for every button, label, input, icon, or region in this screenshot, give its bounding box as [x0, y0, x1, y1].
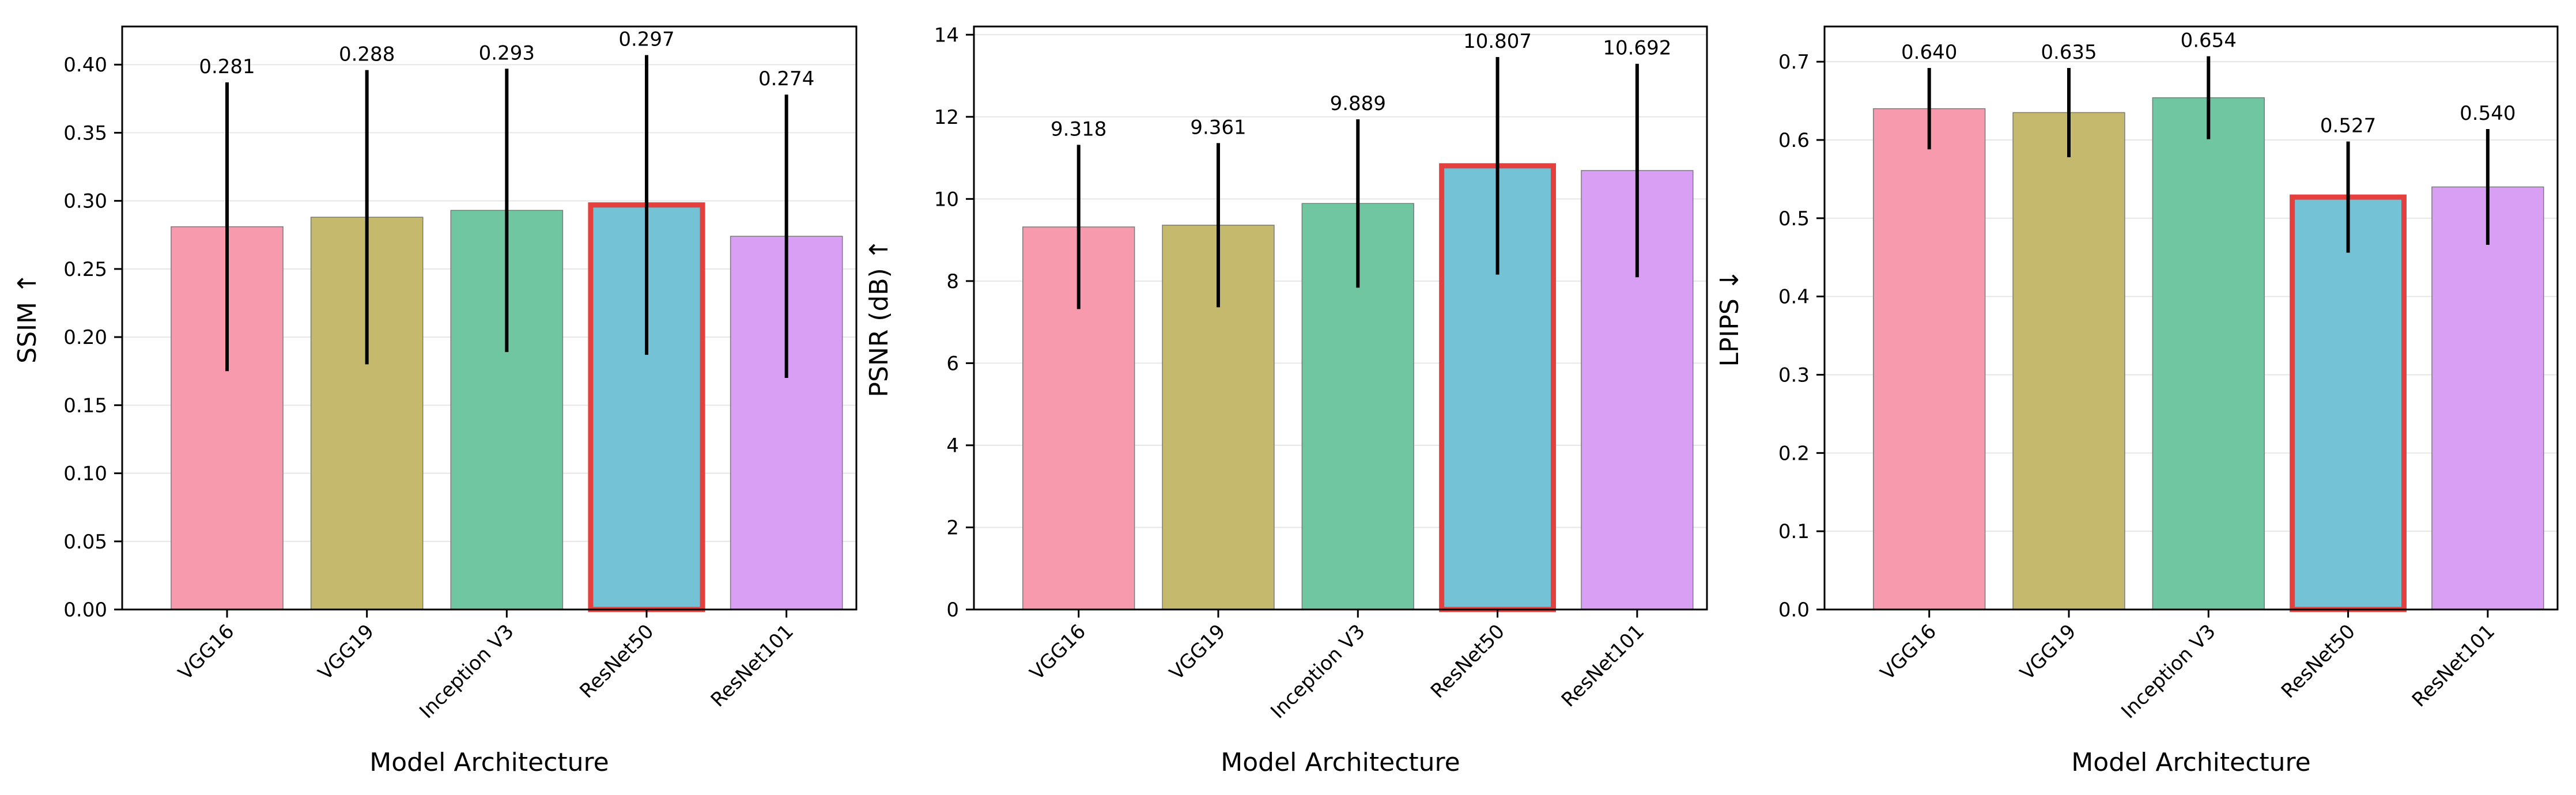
data-label: 0.640 [1901, 41, 1957, 64]
data-label: 9.889 [1330, 92, 1386, 115]
y-tick-label: 4 [946, 434, 959, 457]
x-axis-label: Model Architecture [2071, 748, 2310, 777]
data-label: 0.274 [758, 67, 814, 90]
y-tick-label: 0.2 [1778, 442, 1810, 465]
y-tick-label: 0.35 [63, 122, 107, 145]
y-tick-label: 0.4 [1778, 286, 1810, 309]
x-tick-label: Inception V3 [2117, 620, 2220, 723]
data-label: 0.297 [618, 28, 674, 51]
x-tick-label: VGG19 [313, 620, 379, 685]
x-tick-label: ResNet50 [2277, 620, 2360, 703]
data-label: 0.281 [199, 55, 255, 78]
data-label: 0.635 [2041, 41, 2097, 64]
axes-frame [1823, 25, 2559, 611]
y-axis-label: PSNR (dB) ↑ [864, 238, 894, 397]
x-tick-label: Inception V3 [415, 620, 518, 723]
y-tick-label: 0.00 [63, 599, 107, 622]
bar-resnet50 [2290, 194, 2407, 612]
data-label: 0.288 [339, 43, 395, 66]
axes-frame [973, 25, 1708, 611]
y-axis-label: LPIPS ↓ [1715, 269, 1744, 366]
x-axis-label: Model Architecture [1221, 748, 1460, 777]
bar-inception-v3 [2152, 97, 2265, 610]
y-tick-label: 10 [934, 188, 959, 211]
y-tick-label: 12 [934, 106, 959, 129]
y-tick-label: 0.20 [63, 326, 107, 349]
x-axis-label: Model Architecture [369, 748, 609, 777]
y-tick-label: 0.15 [63, 394, 107, 417]
bar-resnet101 [2431, 186, 2544, 610]
y-tick-label: 2 [946, 516, 959, 539]
data-label: 0.540 [2460, 102, 2515, 125]
bar-vgg19 [2012, 112, 2125, 610]
y-tick-label: 0.5 [1778, 207, 1810, 230]
chart-panel-2: 9.318 9.361 9.889 10.807 10.692 0 2 4 6 8 10 12 14 VG… [864, 24, 1708, 777]
data-label: 0.654 [2181, 29, 2237, 52]
y-tick-label: 0.30 [63, 190, 107, 213]
y-tick-label: 0.40 [63, 54, 107, 77]
y-axis-label: SSIM ↑ [13, 272, 42, 364]
y-tick-label: 14 [934, 24, 959, 47]
x-tick-label: ResNet50 [1426, 620, 1509, 703]
x-tick-label: VGG16 [1025, 620, 1090, 685]
x-tick-label: ResNet101 [2408, 620, 2499, 711]
y-tick-label: 0.05 [63, 531, 107, 554]
chart-panel-1: 0.281 0.288 0.293 0.297 0.274 0.00 0.05 0.10 0.1… [13, 25, 858, 777]
y-tick-label: 0 [946, 599, 959, 622]
x-tick-label: VGG19 [1165, 620, 1230, 685]
x-tick-label: ResNet101 [707, 620, 798, 711]
y-tick-label: 0.1 [1778, 520, 1810, 543]
data-label: 0.527 [2320, 115, 2376, 138]
x-tick-label: VGG19 [2016, 620, 2081, 685]
y-tick-label: 0.25 [63, 258, 107, 281]
x-tick-label: Inception V3 [1266, 620, 1369, 723]
axes-frame [121, 25, 858, 611]
x-tick-label: VGG16 [174, 620, 239, 685]
y-tick-label: 8 [946, 270, 959, 293]
data-label: 10.692 [1603, 37, 1671, 60]
bar-vgg16 [1873, 108, 1986, 610]
y-tick-label: 0.0 [1778, 599, 1810, 622]
y-tick-label: 0.10 [63, 463, 107, 486]
chart-panel-3: 0.640 0.635 0.654 0.527 0.540 0.0 0.1 0.2 0.3 0.4… [1715, 25, 2559, 777]
data-label: 10.807 [1463, 30, 1532, 53]
x-tick-label: ResNet50 [575, 620, 658, 703]
y-tick-label: 6 [946, 352, 959, 375]
data-label: 9.318 [1051, 118, 1106, 141]
x-tick-label: ResNet101 [1557, 620, 1649, 711]
data-label: 9.361 [1190, 116, 1246, 139]
y-tick-label: 0.7 [1778, 51, 1810, 74]
data-label: 0.293 [479, 41, 535, 65]
y-tick-label: 0.6 [1778, 129, 1810, 152]
x-tick-label: VGG16 [1876, 620, 1941, 685]
y-tick-label: 0.3 [1778, 364, 1810, 387]
